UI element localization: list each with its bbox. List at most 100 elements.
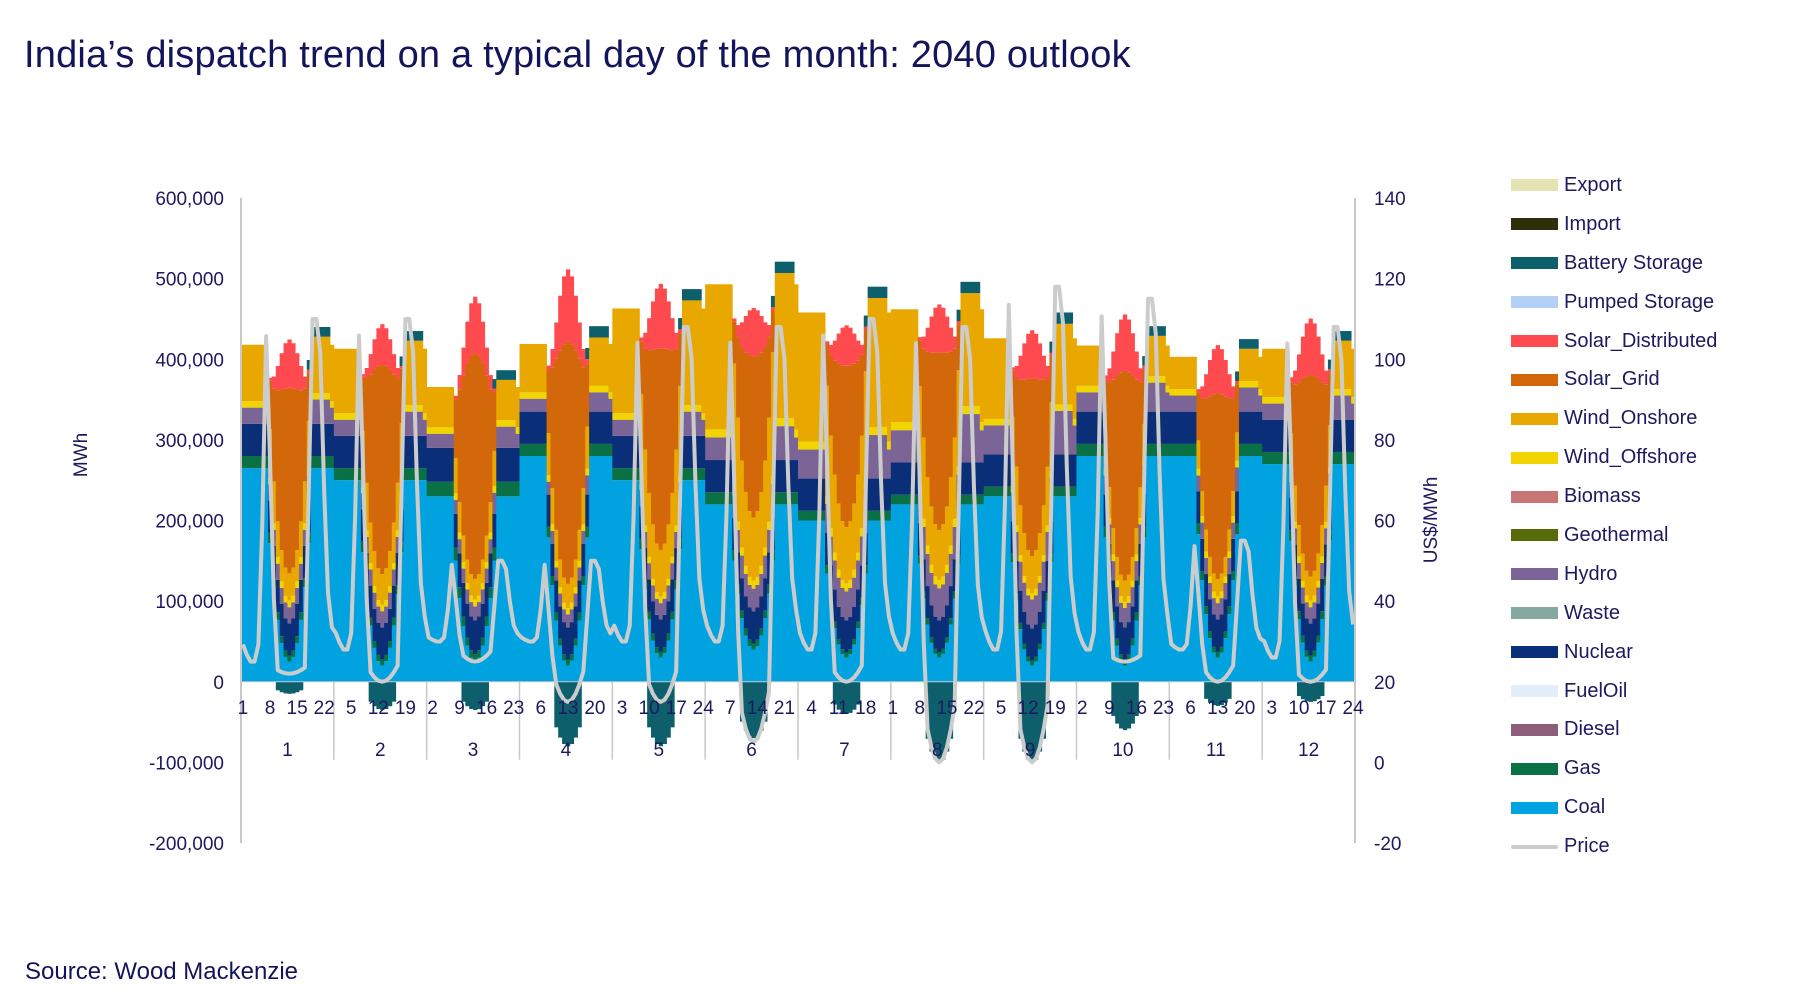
bar-battery-storage — [1238, 339, 1244, 349]
bar-gas — [500, 481, 505, 497]
legend-item: Pumped Storage — [1511, 283, 1717, 322]
bar-hydro — [434, 433, 439, 448]
bar-hydro — [1266, 403, 1271, 420]
bar-solar-distributed — [360, 374, 366, 377]
bar-nuclear — [894, 462, 899, 495]
bar-wind-offshore — [592, 385, 598, 393]
bar-hydro — [952, 526, 957, 560]
bar-wind-offshore — [1200, 516, 1205, 523]
bar-wind-onshore — [469, 574, 474, 596]
bar-gas — [805, 510, 811, 521]
bar-gas — [264, 456, 269, 469]
bar-wind-onshore — [890, 309, 896, 423]
bar-hydro — [492, 492, 497, 514]
bar-solar-distributed — [921, 336, 927, 349]
bar-solar-grid — [577, 358, 582, 530]
bar-battery-storage-charging — [933, 681, 938, 760]
bar-coal — [279, 643, 284, 682]
bar-hydro — [569, 609, 575, 623]
bar-nuclear — [376, 622, 381, 655]
bar-wind-offshore — [469, 595, 474, 603]
bar-wind-offshore — [426, 427, 431, 434]
bar-coal — [592, 456, 598, 682]
bar-gas — [1242, 443, 1248, 456]
bar-wind-offshore — [941, 576, 946, 585]
bar-wind-offshore — [844, 583, 849, 592]
bar-gas — [546, 526, 551, 538]
bar-solar-grid — [387, 369, 393, 552]
bar-nuclear — [627, 435, 633, 469]
bar-coal — [685, 480, 691, 682]
bar-hydro — [875, 435, 880, 479]
legend-item: Geothermal — [1511, 516, 1717, 555]
bar-nuclear — [244, 423, 250, 456]
bar-wind-offshore — [1238, 381, 1244, 388]
bar-nuclear — [589, 411, 594, 444]
bar-wind-offshore — [314, 393, 319, 400]
bar-hydro — [1126, 602, 1132, 623]
bar-coal — [318, 468, 323, 682]
bar-gas — [1099, 443, 1104, 456]
bar-gas — [968, 494, 973, 505]
bar-gas — [376, 654, 381, 662]
bar-wind-offshore — [1204, 551, 1209, 558]
bar-wind-offshore — [1211, 591, 1217, 599]
bar-hydro — [449, 433, 455, 448]
bar-battery-storage — [496, 370, 501, 380]
bar-coal — [380, 665, 385, 682]
bar-solar-grid — [1320, 382, 1325, 526]
bar-gas — [531, 443, 536, 456]
bar-solar-distributed — [755, 310, 760, 356]
bar-nuclear — [1335, 419, 1340, 452]
bar-wind-offshore — [589, 385, 594, 393]
bar-gas — [430, 481, 435, 497]
bar-hydro — [391, 569, 397, 586]
bar-gas — [562, 654, 567, 661]
legend-swatch — [1511, 723, 1558, 736]
bar-wind-offshore — [763, 547, 768, 556]
bar-solar-distributed — [1018, 355, 1023, 380]
bar-wind-offshore — [492, 486, 497, 493]
bar-gas — [813, 510, 818, 521]
bar-nuclear — [1227, 574, 1232, 607]
bar-wind-offshore — [453, 493, 459, 500]
bar-solar-distributed — [577, 322, 582, 359]
bar-wind-onshore — [565, 583, 571, 608]
bar-nuclear — [1126, 622, 1132, 655]
bar-wind-offshore — [1130, 580, 1135, 588]
bar-coal — [651, 640, 656, 682]
bar-coal — [264, 468, 269, 682]
bar-coal — [314, 468, 319, 682]
bar-battery-storage-charging — [670, 681, 675, 728]
bar-hydro — [801, 449, 807, 479]
bar-wind-onshore — [299, 521, 304, 558]
bar-wind-offshore — [480, 583, 486, 590]
month-label: 10 — [1112, 740, 1133, 761]
bar-gas — [883, 510, 888, 521]
bar-battery-storage-charging — [1316, 681, 1321, 700]
bar-hydro — [1184, 395, 1190, 412]
bar-battery-storage-charging — [554, 681, 559, 728]
bar-gas — [1219, 646, 1224, 653]
bar-gas — [670, 611, 675, 620]
bar-coal — [1227, 614, 1232, 682]
bar-solar-distributed — [732, 318, 737, 322]
bar-nuclear — [944, 605, 950, 638]
bar-hydro — [531, 398, 536, 412]
bar-wind-onshore — [592, 337, 598, 386]
bar-gas — [573, 638, 578, 646]
bar-wind-onshore — [1014, 466, 1019, 526]
y-tick-label: -200,000 — [149, 834, 224, 855]
bar-nuclear — [1277, 419, 1282, 452]
bar-wind-offshore — [828, 528, 834, 537]
bar-hydro — [1343, 395, 1348, 420]
bar-nuclear — [1045, 561, 1050, 594]
bar-hydro — [925, 553, 930, 587]
bar-wind-onshore — [585, 426, 590, 469]
bar-battery-storage — [790, 261, 795, 273]
bar-wind-offshore — [871, 426, 876, 436]
bar-gas — [569, 654, 575, 661]
bar-gas — [1068, 486, 1074, 497]
bar-solar-grid — [1014, 378, 1019, 467]
bar-hydro — [1061, 410, 1066, 455]
